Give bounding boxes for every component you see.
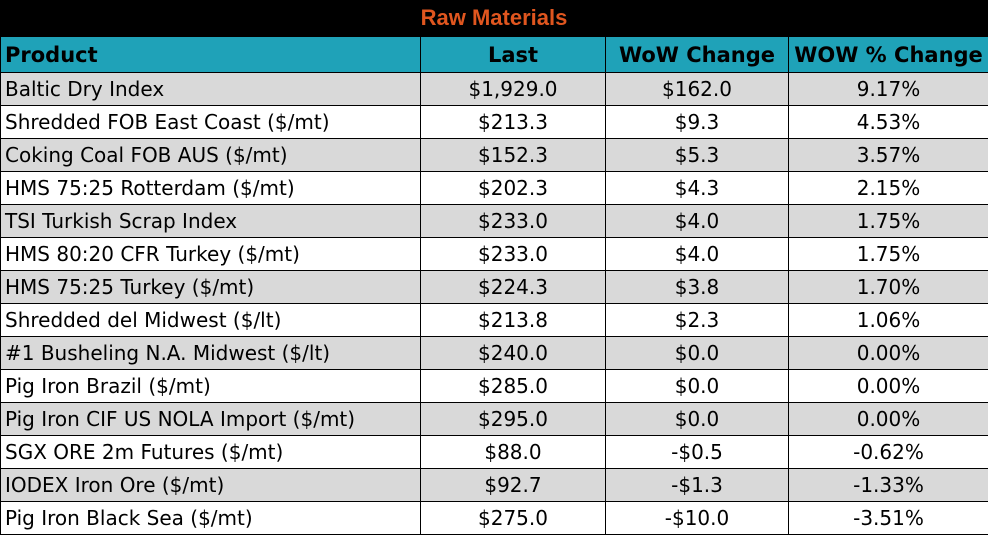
cell-last: $88.0: [420, 435, 606, 469]
table-row: #1 Busheling N.A. Midwest ($/lt) $240.0 $0…: [0, 336, 988, 370]
cell-wow-change: -$1.3: [605, 468, 789, 502]
cell-product: #1 Busheling N.A. Midwest ($/lt): [0, 336, 421, 370]
cell-last: $92.7: [420, 468, 606, 502]
table-row: HMS 80:20 CFR Turkey ($/mt) $233.0 $4.0 1.7…: [0, 237, 988, 271]
cell-product: TSI Turkish Scrap Index: [0, 204, 421, 238]
cell-product: Pig Iron Brazil ($/mt): [0, 369, 421, 403]
table-row: Pig Iron CIF US NOLA Import ($/mt) $295.0…: [0, 402, 988, 436]
cell-wow-change: -$0.5: [605, 435, 789, 469]
header-product: Product: [0, 36, 421, 73]
cell-product: Pig Iron CIF US NOLA Import ($/mt): [0, 402, 421, 436]
cell-last: $285.0: [420, 369, 606, 403]
table-row: HMS 75:25 Rotterdam ($/mt) $202.3 $4.3 2.15…: [0, 171, 988, 205]
cell-wow-pct-change: 1.70%: [788, 270, 988, 304]
cell-last: $275.0: [420, 501, 606, 535]
table-row: IODEX Iron Ore ($/mt) $92.7 -$1.3 -1.33%: [0, 468, 988, 502]
table-row: Baltic Dry Index $1,929.0 $162.0 9.17%: [0, 72, 988, 106]
table-row: Pig Iron Brazil ($/mt) $285.0 $0.0 0.00%: [0, 369, 988, 403]
cell-wow-change: $0.0: [605, 402, 789, 436]
cell-wow-change: $5.3: [605, 138, 789, 172]
cell-last: $202.3: [420, 171, 606, 205]
cell-last: $213.8: [420, 303, 606, 337]
cell-wow-change: $0.0: [605, 336, 789, 370]
cell-wow-pct-change: -0.62%: [788, 435, 988, 469]
header-wow-pct-change: WOW % Change: [788, 36, 988, 73]
cell-wow-change: $162.0: [605, 72, 789, 106]
cell-last: $152.3: [420, 138, 606, 172]
table-row: Coking Coal FOB AUS ($/mt) $152.3 $5.3 3.57…: [0, 138, 988, 172]
cell-wow-pct-change: 1.75%: [788, 237, 988, 271]
cell-last: $213.3: [420, 105, 606, 139]
table-title: Raw Materials: [0, 0, 988, 36]
cell-wow-change: $9.3: [605, 105, 789, 139]
cell-last: $240.0: [420, 336, 606, 370]
cell-product: Shredded del Midwest ($/lt): [0, 303, 421, 337]
cell-last: $233.0: [420, 237, 606, 271]
cell-last: $295.0: [420, 402, 606, 436]
cell-product: IODEX Iron Ore ($/mt): [0, 468, 421, 502]
cell-wow-pct-change: 1.75%: [788, 204, 988, 238]
cell-wow-change: $2.3: [605, 303, 789, 337]
cell-product: Shredded FOB East Coast ($/mt): [0, 105, 421, 139]
cell-last: $224.3: [420, 270, 606, 304]
table-row: SGX ORE 2m Futures ($/mt) $88.0 -$0.5 -0.62…: [0, 435, 988, 469]
cell-wow-pct-change: 4.53%: [788, 105, 988, 139]
cell-product: HMS 75:25 Turkey ($/mt): [0, 270, 421, 304]
cell-wow-change: $0.0: [605, 369, 789, 403]
cell-wow-change: $4.3: [605, 171, 789, 205]
cell-product: HMS 80:20 CFR Turkey ($/mt): [0, 237, 421, 271]
cell-product: Coking Coal FOB AUS ($/mt): [0, 138, 421, 172]
cell-wow-change: -$10.0: [605, 501, 789, 535]
cell-product: SGX ORE 2m Futures ($/mt): [0, 435, 421, 469]
cell-wow-pct-change: 3.57%: [788, 138, 988, 172]
cell-wow-pct-change: 0.00%: [788, 402, 988, 436]
cell-wow-pct-change: -3.51%: [788, 501, 988, 535]
cell-product: Baltic Dry Index: [0, 72, 421, 106]
data-table: Product Last WoW Change WOW % Change Bal…: [0, 36, 988, 535]
header-last: Last: [420, 36, 606, 73]
table-row: Shredded FOB East Coast ($/mt) $213.3 $9.3…: [0, 105, 988, 139]
cell-wow-pct-change: 0.00%: [788, 336, 988, 370]
cell-product: Pig Iron Black Sea ($/mt): [0, 501, 421, 535]
cell-wow-pct-change: 1.06%: [788, 303, 988, 337]
cell-last: $1,929.0: [420, 72, 606, 106]
header-wow-change: WoW Change: [605, 36, 789, 73]
cell-wow-change: $4.0: [605, 237, 789, 271]
header-row: Product Last WoW Change WOW % Change: [0, 36, 988, 73]
cell-wow-pct-change: 2.15%: [788, 171, 988, 205]
table-row: TSI Turkish Scrap Index $233.0 $4.0 1.75%: [0, 204, 988, 238]
cell-wow-pct-change: -1.33%: [788, 468, 988, 502]
table-row: Shredded del Midwest ($/lt) $213.8 $2.3 1.0…: [0, 303, 988, 337]
table-row: HMS 75:25 Turkey ($/mt) $224.3 $3.8 1.70%: [0, 270, 988, 304]
cell-wow-pct-change: 9.17%: [788, 72, 988, 106]
cell-last: $233.0: [420, 204, 606, 238]
cell-wow-change: $4.0: [605, 204, 789, 238]
cell-product: HMS 75:25 Rotterdam ($/mt): [0, 171, 421, 205]
cell-wow-change: $3.8: [605, 270, 789, 304]
table-row: Pig Iron Black Sea ($/mt) $275.0 -$10.0 -3.…: [0, 501, 988, 535]
cell-wow-pct-change: 0.00%: [788, 369, 988, 403]
